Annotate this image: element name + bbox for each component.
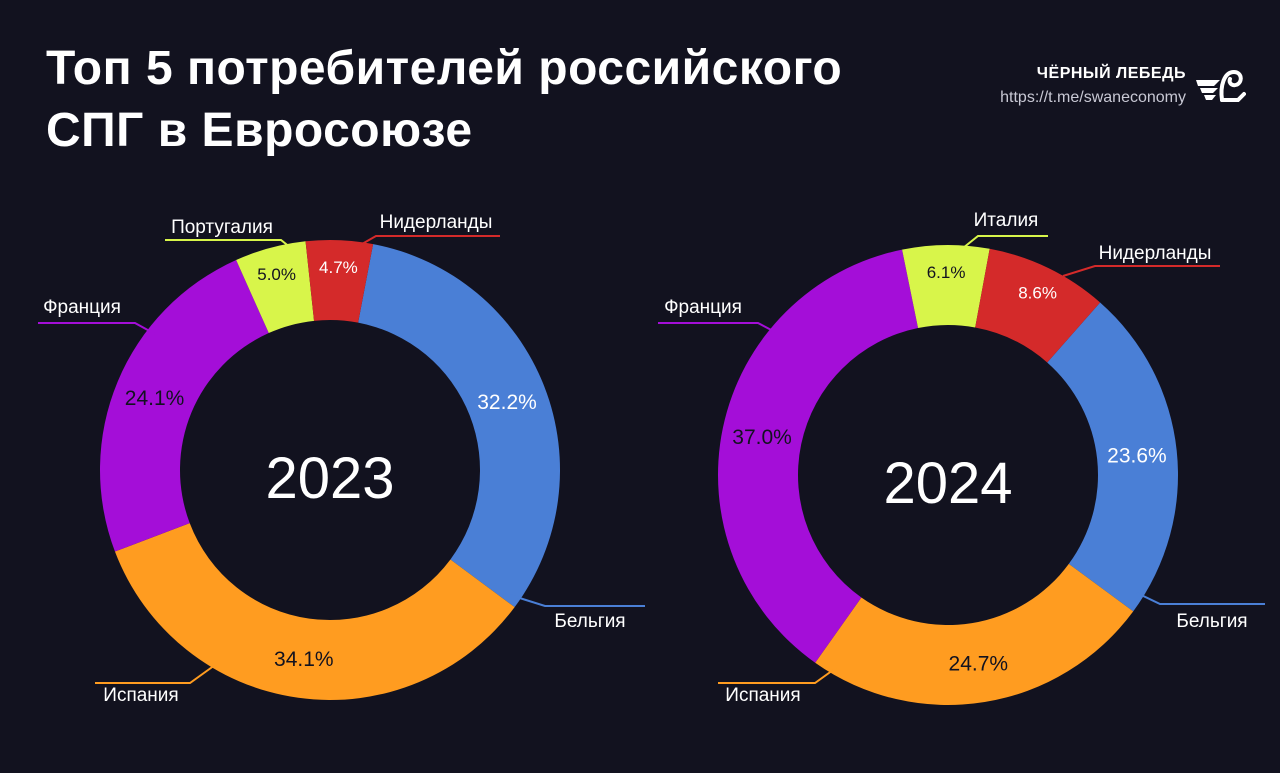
category-label-2024-belgium: Бельгия	[1176, 611, 1247, 632]
value-label-2023-france: 24.1%	[125, 387, 185, 410]
value-label-2024-belgium: 23.6%	[1107, 445, 1167, 468]
center-year-label-2023: 2023	[265, 446, 394, 511]
value-label-2023-netherlands: 4.7%	[319, 258, 358, 277]
category-label-2024-netherlands: Нидерланды	[1099, 243, 1212, 264]
slice-2024-spain	[815, 563, 1134, 705]
leader-line-2023-france	[38, 322, 156, 335]
page-title: Топ 5 потребителей российского СПГ в Евр…	[46, 38, 906, 162]
category-label-2023-belgium: Бельгия	[554, 611, 625, 632]
slice-2024-netherlands	[975, 248, 1101, 363]
category-label-2024-france: Франция	[664, 297, 742, 318]
leader-line-2024-france	[658, 322, 776, 333]
slice-2023-portugal	[236, 241, 315, 334]
brand-block: ЧЁРНЫЙ ЛЕБЕДЬ https://t.me/swaneconomy	[1000, 62, 1186, 110]
leader-line-2023-netherlands	[354, 235, 500, 249]
slice-2023-spain	[114, 523, 515, 700]
category-label-2023-portugal: Португалия	[171, 217, 273, 238]
leader-line-2023-spain	[95, 664, 216, 684]
value-label-2024-italy: 6.1%	[927, 263, 966, 282]
slice-2023-netherlands	[305, 239, 374, 323]
slice-2024-italy	[902, 244, 990, 329]
brand-url: https://t.me/swaneconomy	[1000, 89, 1186, 106]
value-label-2023-portugal: 5.0%	[257, 265, 296, 284]
category-label-2023-netherlands: Нидерланды	[380, 212, 493, 233]
swan-logo-icon	[1196, 69, 1246, 102]
slice-2023-france	[100, 260, 269, 552]
slice-2024-france	[718, 249, 919, 663]
leader-line-2023-belgium	[509, 594, 645, 607]
value-label-2024-netherlands: 8.6%	[1018, 284, 1057, 303]
leader-line-2024-italy	[962, 235, 1048, 249]
title-line-2: СПГ в Евросоюзе	[46, 104, 473, 157]
center-year-label-2024: 2024	[883, 451, 1012, 516]
value-label-2023-belgium: 32.2%	[477, 391, 537, 414]
value-label-2023-spain: 34.1%	[274, 648, 334, 671]
leader-line-2024-spain	[718, 664, 841, 684]
value-label-2024-spain: 24.7%	[949, 653, 1009, 676]
leader-line-2024-netherlands	[1062, 265, 1220, 277]
category-label-2023-france: Франция	[43, 297, 121, 318]
leader-line-2023-portugal	[165, 239, 297, 253]
title-line-1: Топ 5 потребителей российского	[46, 42, 843, 95]
category-label-2023-spain: Испания	[103, 685, 178, 706]
brand-name: ЧЁРНЫЙ ЛЕБЕДЬ	[1036, 65, 1186, 82]
leader-line-2024-belgium	[1134, 591, 1265, 605]
slice-2023-belgium	[358, 244, 560, 608]
slice-2024-belgium	[1047, 302, 1178, 612]
value-label-2024-france: 37.0%	[732, 426, 792, 449]
category-label-2024-italy: Италия	[974, 210, 1039, 231]
category-label-2024-spain: Испания	[725, 685, 800, 706]
